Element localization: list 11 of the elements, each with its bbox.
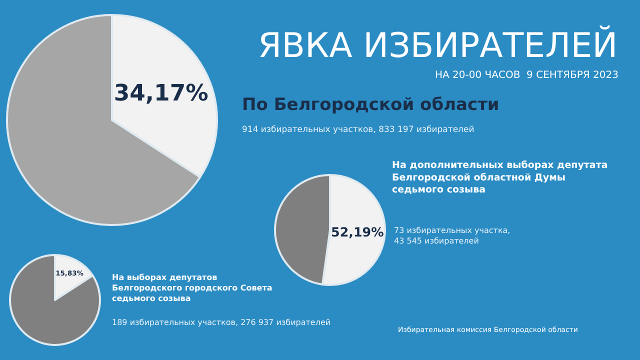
text: 73 избирательных участка, 43 545 избирателей (394, 226, 510, 246)
text: 914 избирательных участков, 833 197 избирателей (242, 125, 474, 135)
data-label: 52,19% (331, 224, 384, 240)
text: ЯВКА ИЗБИРАТЕЛЕЙ (258, 25, 618, 66)
data-label: 34,17% (114, 80, 209, 107)
text: 189 избирательных участков, 276 937 избирателей (112, 318, 331, 327)
text: На дополнительных выборах депутата Белгородской областной Думы седьмого созыва (392, 160, 608, 196)
pie-slice (9, 254, 101, 346)
text: На выборах депутатов Белгородского городского Совета седьмого созыва (112, 273, 272, 303)
text: НА 20-00 ЧАСОВ 9 СЕНТЯБРЯ 2023 (435, 70, 618, 81)
text: По Белгородской области (242, 95, 500, 115)
